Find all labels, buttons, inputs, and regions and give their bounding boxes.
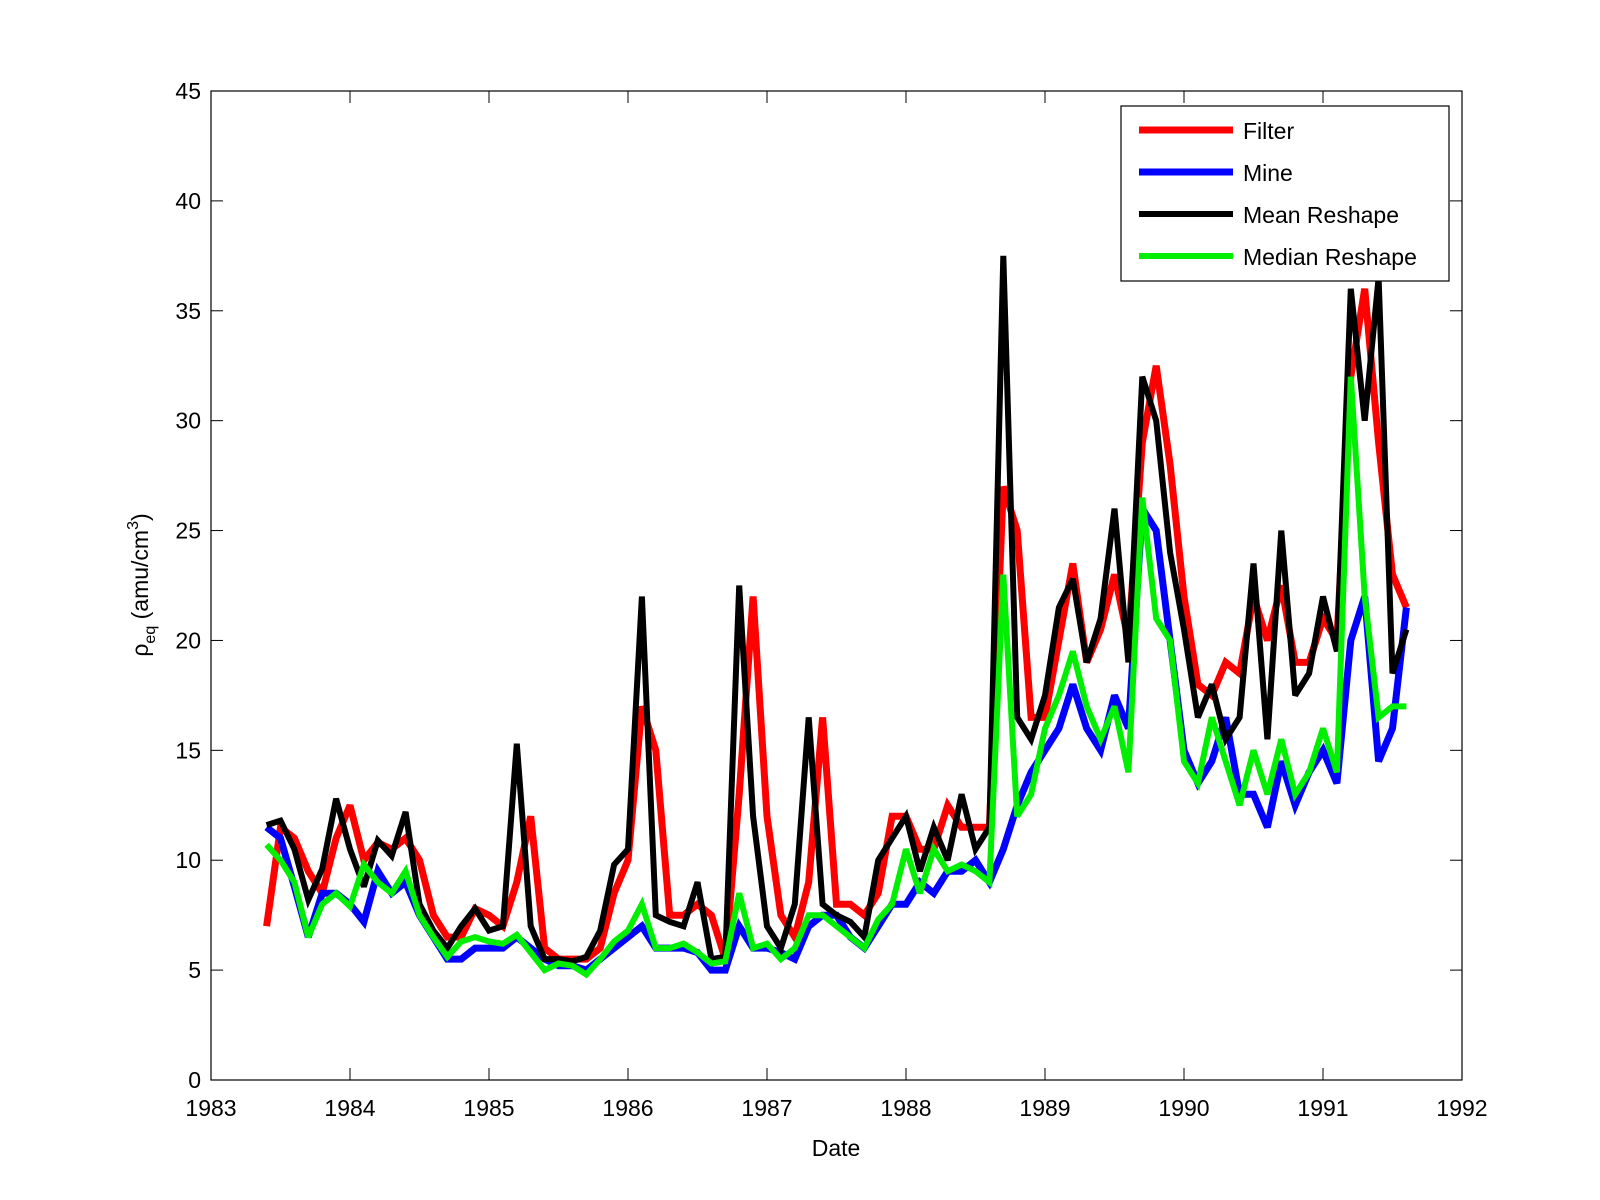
y-label-sup: 3	[125, 521, 142, 530]
y-tick-label: 40	[175, 188, 201, 214]
y-tick-label: 15	[175, 737, 201, 763]
y-label-part: (amu/cm	[127, 530, 153, 626]
legend-label: Mean Reshape	[1243, 202, 1399, 228]
y-tick-label: 45	[175, 78, 201, 104]
x-tick-label: 1988	[880, 1095, 931, 1121]
x-tick-label: 1990	[1158, 1095, 1209, 1121]
x-tick-label: 1987	[741, 1095, 792, 1121]
y-tick-label: 20	[175, 627, 201, 653]
y-tick-label: 10	[175, 847, 201, 873]
y-label-part: )	[127, 513, 153, 521]
data-line	[265, 255, 1410, 965]
x-tick-label: 1984	[324, 1095, 375, 1121]
x-tick-label: 1991	[1297, 1095, 1348, 1121]
x-tick-label: 1985	[463, 1095, 514, 1121]
y-label-part: ρ	[127, 644, 153, 657]
x-tick-label: 1986	[602, 1095, 653, 1121]
x-tick-label: 1983	[185, 1095, 236, 1121]
x-axis-label: Date	[812, 1135, 861, 1161]
y-tick-label: 30	[175, 408, 201, 434]
y-label-sub: eq	[142, 626, 159, 644]
legend-label: Filter	[1243, 118, 1294, 144]
y-tick-label: 35	[175, 298, 201, 324]
legend-label: Mine	[1243, 160, 1293, 186]
y-tick-label: 0	[188, 1067, 201, 1093]
legend-box	[1120, 105, 1450, 282]
axes-frame	[210, 90, 1463, 1081]
legend-label: Median Reshape	[1243, 244, 1417, 270]
y-tick-label: 25	[175, 518, 201, 544]
data-line	[264, 376, 1407, 979]
y-axis-label: ρeq (amu/cm3)	[125, 513, 159, 656]
y-tick-label: 5	[188, 957, 201, 983]
x-tick-label: 1992	[1436, 1095, 1487, 1121]
x-tick-label: 1989	[1019, 1095, 1070, 1121]
